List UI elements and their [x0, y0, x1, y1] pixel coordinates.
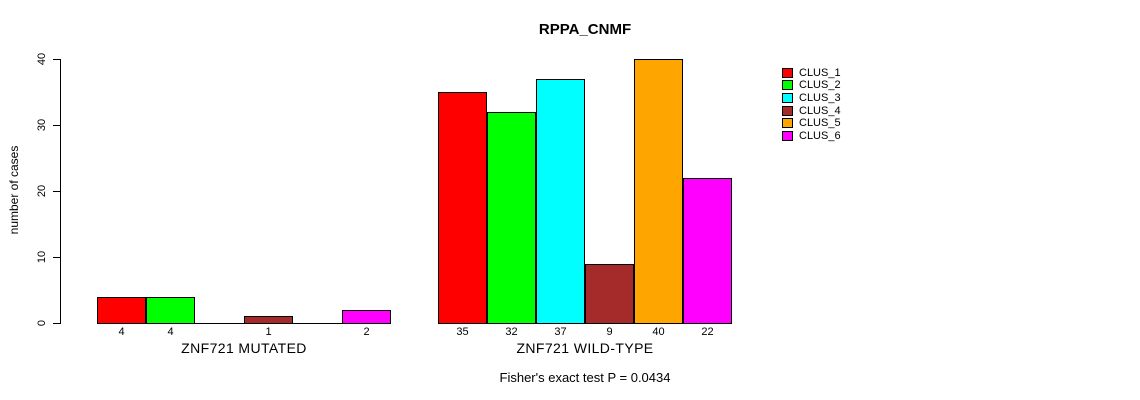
legend-swatch-clus_5: [782, 118, 793, 129]
bar-value-label: 4: [167, 326, 174, 338]
group-label-mutated: ZNF721 MUTATED: [181, 340, 307, 356]
y-tick-label: 30: [36, 118, 48, 132]
legend-swatch-clus_4: [782, 105, 793, 116]
bar-clus_2: [487, 111, 536, 324]
y-tick: [53, 125, 60, 126]
bar-value-label: 32: [505, 326, 518, 338]
bar-clus_1: [438, 92, 487, 324]
y-tick-label: 0: [36, 319, 48, 327]
y-tick-label: 40: [36, 52, 48, 66]
y-tick: [53, 59, 60, 60]
bar-clus_6: [342, 309, 391, 324]
bar-value-label: 9: [606, 326, 613, 338]
y-tick: [53, 191, 60, 192]
bar-clus_4: [585, 263, 634, 324]
legend-label: CLUS_4: [799, 104, 841, 117]
bar-value-label: 37: [554, 326, 567, 338]
chart-title: RPPA_CNMF: [538, 21, 632, 38]
footnote: Fisher's exact test P = 0.0434: [499, 370, 671, 385]
legend-swatch-clus_1: [782, 67, 793, 78]
legend-swatch-clus_2: [782, 80, 793, 91]
legend-label: CLUS_3: [799, 91, 841, 104]
y-tick-label: 10: [36, 250, 48, 264]
y-axis-label: number of cases: [7, 145, 21, 235]
y-axis-line: [60, 59, 61, 324]
y-tick-label: 20: [36, 184, 48, 198]
legend-swatch-clus_6: [782, 131, 793, 141]
bar-value-label: 2: [363, 326, 370, 338]
bar-clus_3: [536, 78, 585, 324]
legend-label: CLUS_1: [799, 66, 841, 79]
bar-value-label: 35: [456, 326, 469, 338]
bar-value-label: 1: [265, 326, 272, 338]
bar-value-label: 4: [118, 326, 125, 338]
bar-value-label: 40: [652, 326, 665, 338]
legend-label: CLUS_6: [799, 130, 841, 142]
legend-swatch-clus_3: [782, 92, 793, 103]
legend-label: CLUS_5: [799, 117, 841, 130]
bar-clus_5: [634, 59, 683, 324]
bar-clus_4: [244, 316, 293, 324]
bar-value-label: 22: [701, 326, 714, 338]
y-tick: [53, 257, 60, 258]
bar-clus_2: [146, 296, 195, 324]
bar-clus_6: [683, 177, 732, 324]
group-label-wildtype: ZNF721 WILD-TYPE: [516, 340, 654, 356]
legend-label: CLUS_2: [799, 79, 841, 92]
y-tick: [53, 323, 60, 324]
bar-clus_1: [97, 296, 146, 324]
